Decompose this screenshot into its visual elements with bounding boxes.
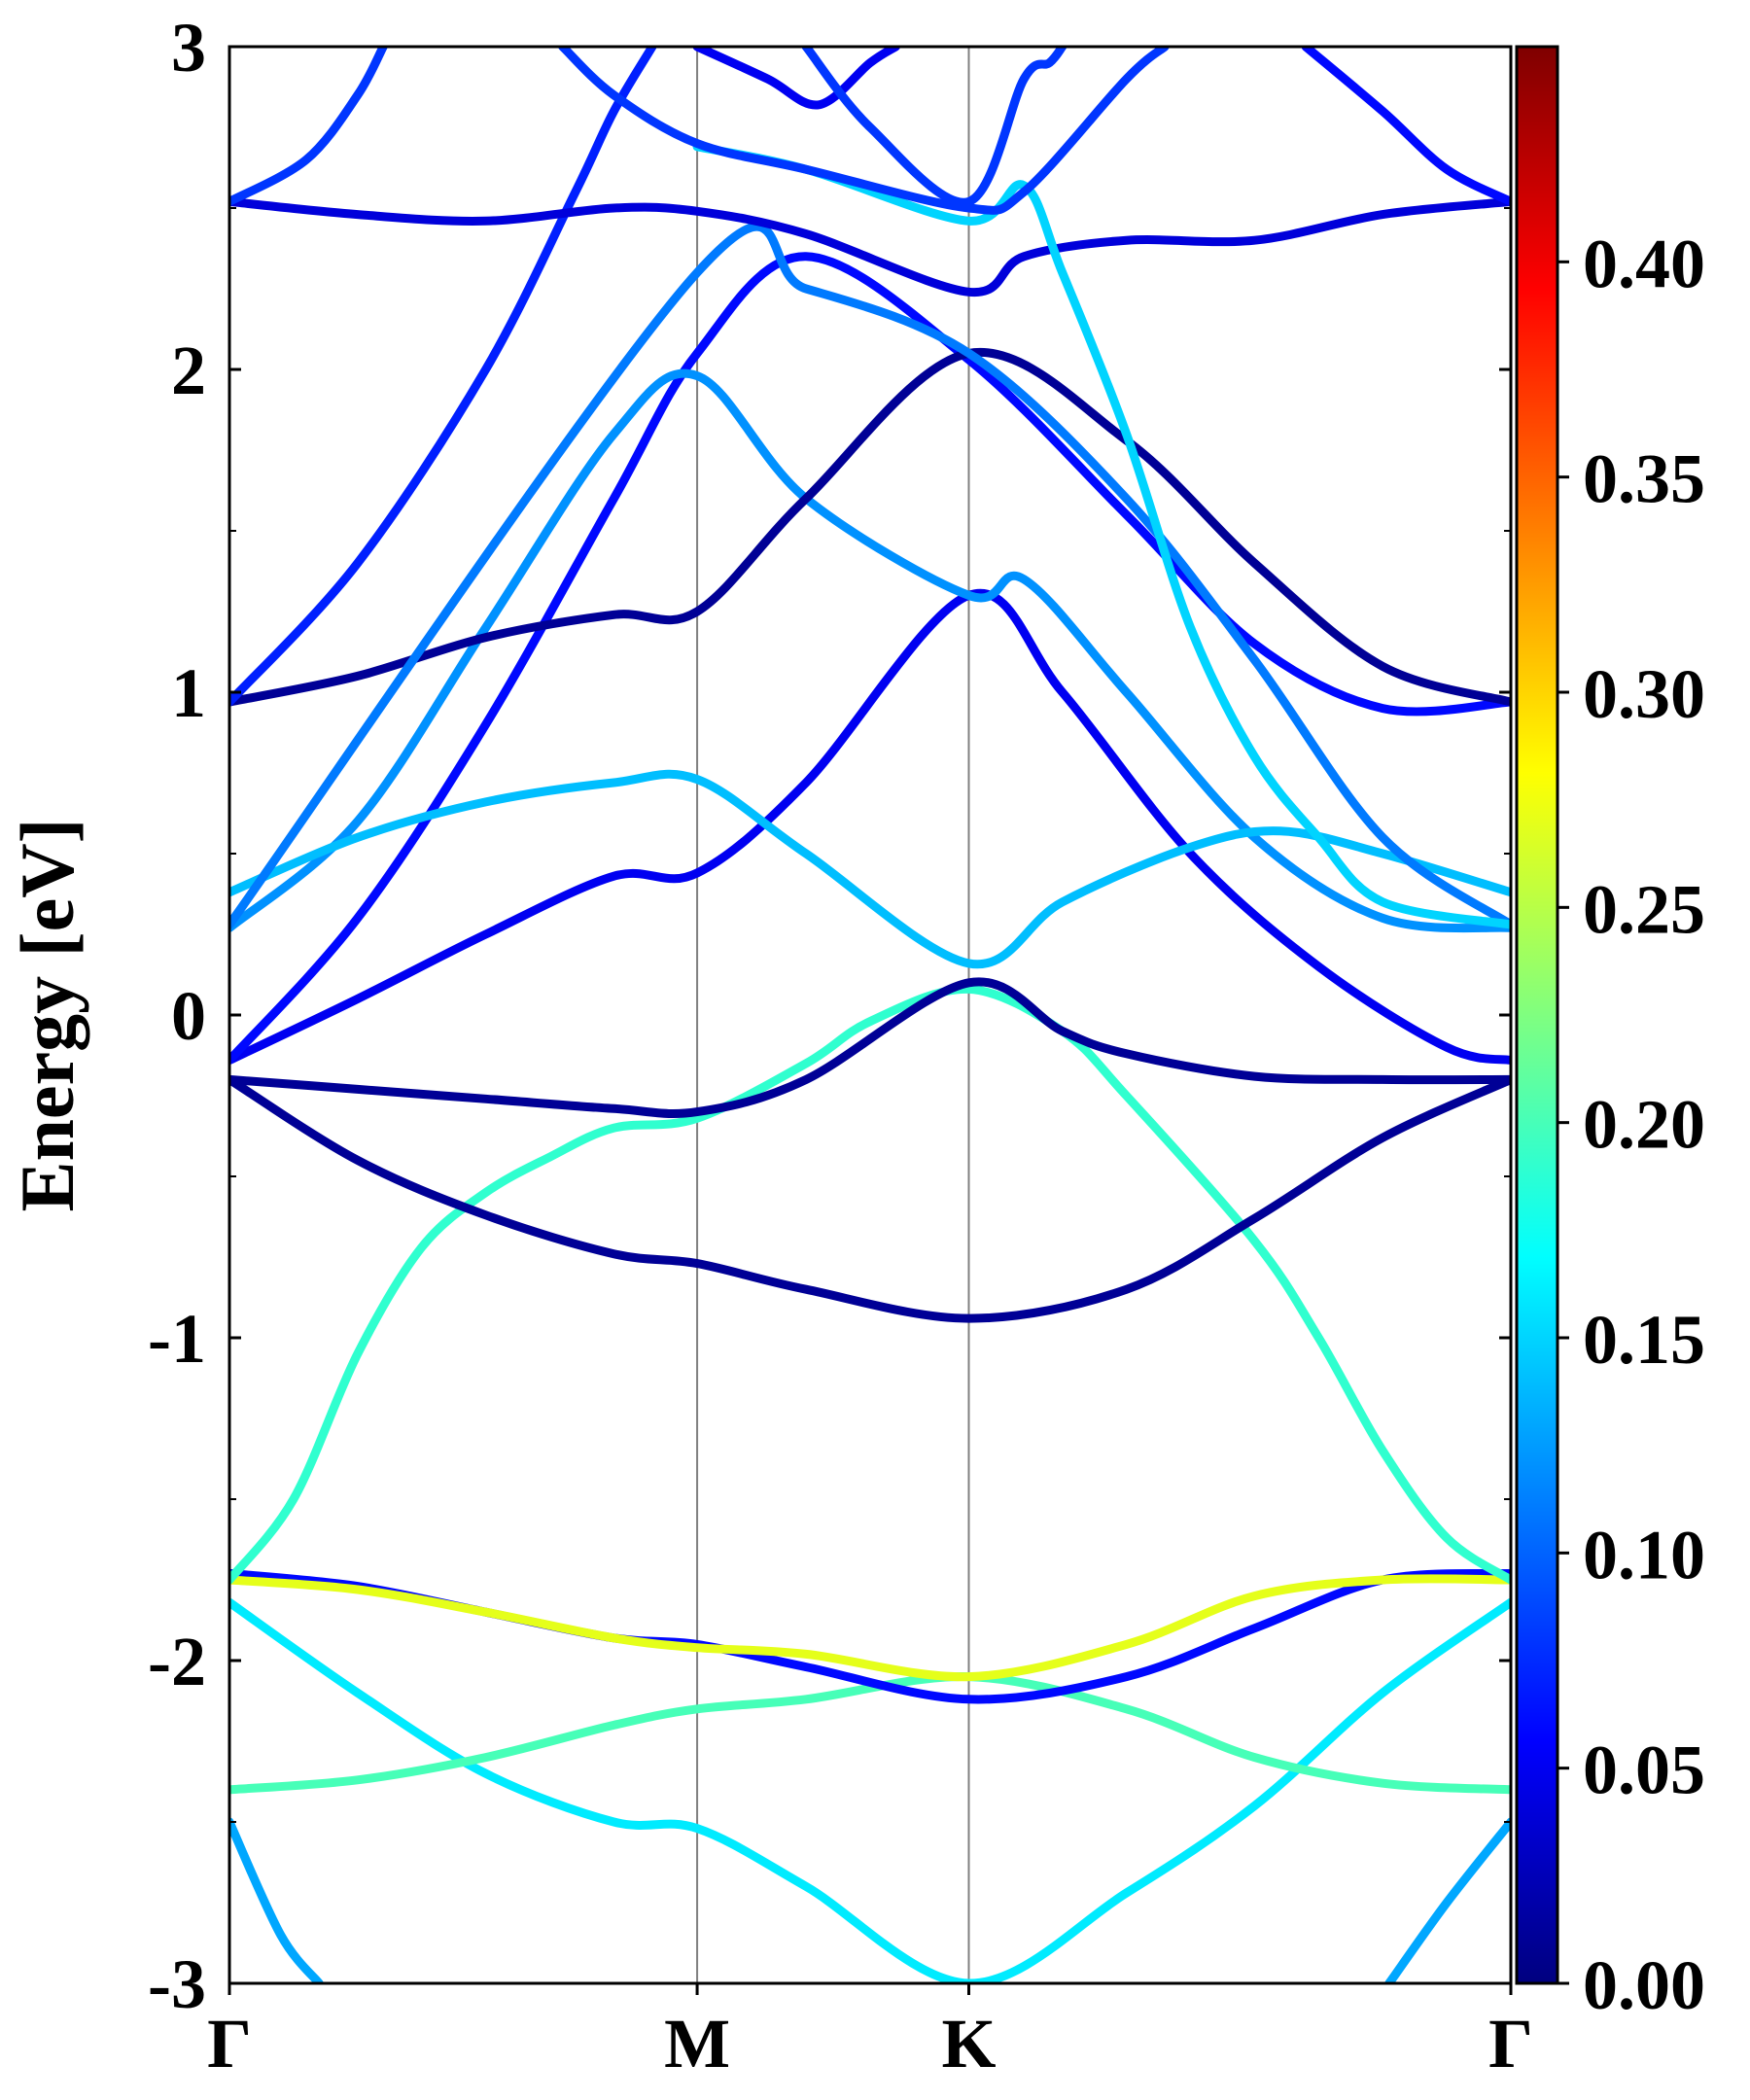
band-line-4: [229, 1672, 1511, 1795]
colorbar-tick-label: 0.10: [1583, 1516, 1705, 1593]
band-line-13: [229, 769, 1511, 969]
y-tick-label: -3: [148, 1945, 206, 2023]
kpoint-lines: [696, 47, 970, 1983]
colorbar-tick-label: 0.40: [1583, 225, 1705, 302]
y-tick-label: -1: [148, 1300, 206, 1378]
colorbar-tick-label: 0.30: [1583, 655, 1705, 733]
x-tick-label: Γ: [207, 2005, 252, 2082]
band-line-22: [801, 47, 1068, 207]
band-line-7: [229, 984, 1511, 1585]
x-tick-label: M: [664, 2005, 730, 2082]
plot-frame: [228, 45, 1513, 1985]
y-tick-label: -2: [148, 1623, 206, 1700]
y-tick-label: 2: [171, 332, 206, 409]
x-tick-label: K: [941, 2005, 996, 2082]
band-line-14: [229, 347, 1511, 707]
bands: [229, 47, 1511, 1983]
y-tick-label: 1: [171, 654, 206, 732]
band-line-10: [229, 588, 1511, 1065]
band-line-23: [1301, 47, 1511, 206]
colorbar-tick-label: 0.35: [1583, 440, 1705, 518]
band-line-5: [229, 1568, 1511, 1704]
colorbar-tick-label: 0.20: [1583, 1086, 1705, 1164]
y-tick-label: 0: [171, 977, 206, 1055]
colorbar-tick-label: 0.25: [1583, 870, 1705, 948]
band-line-1: [229, 1817, 324, 1983]
band-line-18: [692, 142, 1511, 929]
band-line-2: [1384, 1817, 1511, 1983]
colorbar-tick-label: 0.15: [1583, 1301, 1705, 1379]
y-tick-label: 3: [171, 9, 206, 87]
band-line-8: [229, 1074, 1511, 1323]
band-line-20: [558, 47, 1170, 215]
y-axis-label: Energy [eV]: [5, 818, 89, 1211]
band-line-6: [229, 1574, 1511, 1682]
band-line-17: [229, 196, 1511, 297]
band-line-11: [229, 252, 1511, 1065]
colorbar-tick-label: 0.05: [1583, 1732, 1705, 1809]
band-line-16: [229, 222, 1511, 929]
band-line-9: [229, 977, 1511, 1119]
band-line-19: [229, 47, 388, 206]
x-tick-label: Γ: [1488, 2005, 1533, 2082]
colorbar-ticks: 0.00 0.05 0.10 0.15 0.20 0.25 0.30 0.35 0.40: [1558, 225, 1705, 2024]
band-line-12: [229, 368, 1511, 933]
colorbar: [1515, 45, 1559, 1985]
band-line-15: [229, 47, 657, 707]
band-line-21: [692, 47, 900, 110]
colorbar-tick-label: 0.00: [1583, 1946, 1705, 2024]
y-ticks: -3 -2 -1 0 1 2 3: [148, 9, 1511, 2023]
band-line-3: [229, 1597, 1511, 1983]
